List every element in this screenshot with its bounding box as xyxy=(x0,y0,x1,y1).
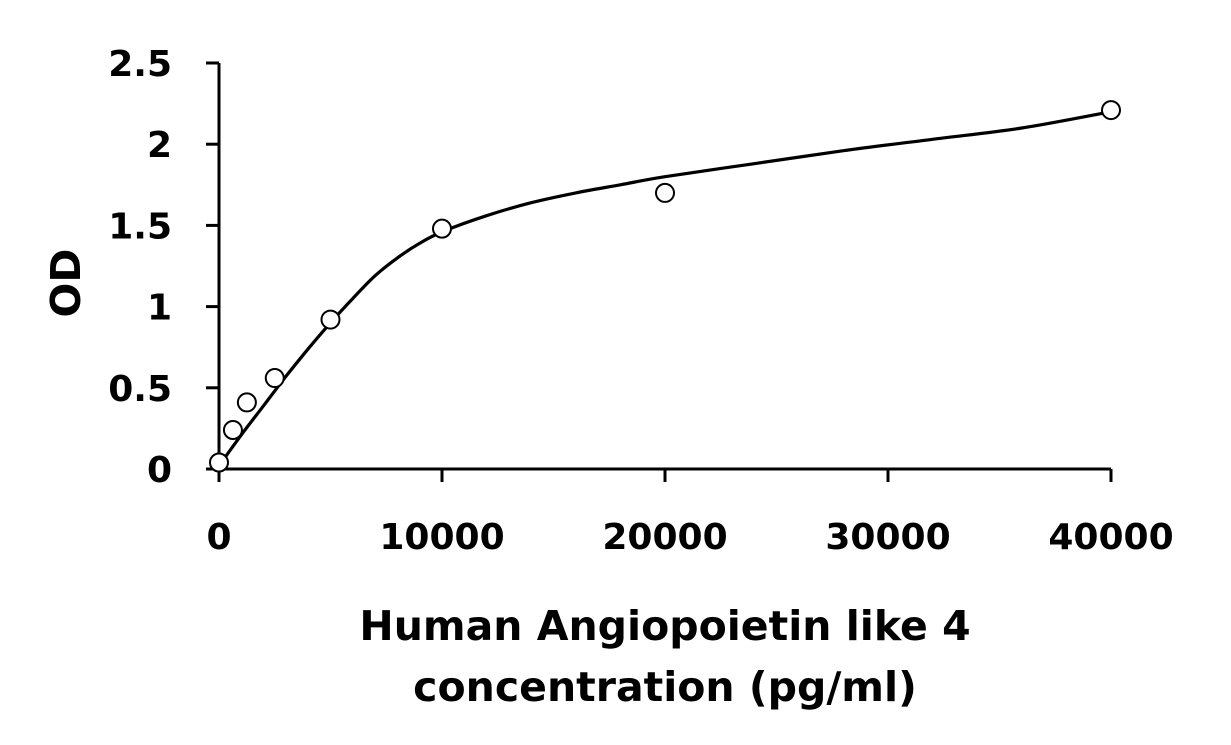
y-ticks: 0 0.5 1 1.5 2 2.5 xyxy=(108,44,219,491)
y-tick-label: 0 xyxy=(147,450,172,491)
data-point xyxy=(432,218,452,239)
data-point xyxy=(236,392,257,413)
x-tick-label: 10000 xyxy=(379,517,504,558)
x-tick-label: 20000 xyxy=(602,517,727,558)
data-points xyxy=(209,100,1121,473)
data-point xyxy=(209,452,229,473)
fit-curve xyxy=(217,110,1112,467)
y-axis-title: OD xyxy=(42,249,90,318)
x-tick-label: 0 xyxy=(206,517,231,558)
data-point xyxy=(655,182,675,203)
y-tick-label: 2 xyxy=(147,125,172,166)
y-tick-label: 1 xyxy=(147,288,172,329)
y-tick-label: 2.5 xyxy=(108,44,172,85)
axes: 0 0.5 1 1.5 2 2.5 0 10000 20000 30000 40000 xyxy=(108,44,1173,558)
y-tick-label: 0.5 xyxy=(108,369,172,410)
x-axis-title-line-2: concentration (pg/ml) xyxy=(413,663,917,711)
y-tick-label: 1.5 xyxy=(108,206,172,247)
x-tick-label: 40000 xyxy=(1048,517,1173,558)
data-point xyxy=(222,420,243,441)
x-axis-title-line-1: Human Angiopoietin like 4 xyxy=(359,602,970,650)
x-ticks: 0 10000 20000 30000 40000 xyxy=(206,469,1174,558)
x-tick-label: 30000 xyxy=(825,517,950,558)
data-point xyxy=(320,309,341,330)
data-point xyxy=(1101,100,1121,121)
data-point xyxy=(264,368,285,389)
